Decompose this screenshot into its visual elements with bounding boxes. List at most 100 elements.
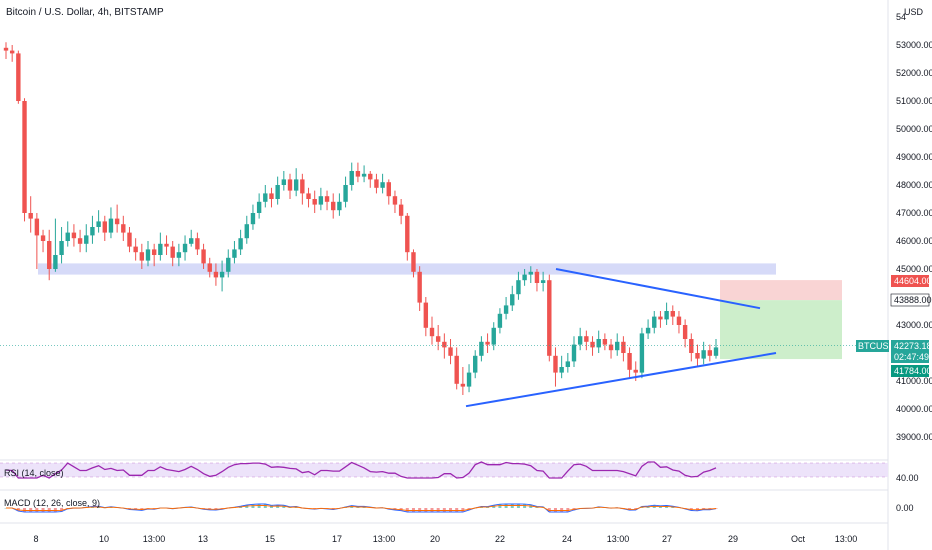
candle-body[interactable] <box>263 193 268 202</box>
candle-body[interactable] <box>435 336 441 342</box>
candle-body[interactable] <box>460 383 466 387</box>
candle-body[interactable] <box>553 355 558 373</box>
candle-body[interactable] <box>380 182 385 188</box>
candle-body[interactable] <box>596 339 601 348</box>
candle-body[interactable] <box>547 280 552 356</box>
candle-body[interactable] <box>293 179 299 191</box>
candle-body[interactable] <box>355 171 361 177</box>
take-profit-zone[interactable] <box>720 300 842 360</box>
candle-body[interactable] <box>226 257 231 272</box>
candle-body[interactable] <box>522 274 527 281</box>
candle-body[interactable] <box>90 227 95 236</box>
candle-body[interactable] <box>398 204 404 216</box>
candle-body[interactable] <box>645 327 651 334</box>
candle-body[interactable] <box>158 243 163 255</box>
trendline-lower[interactable] <box>465 352 777 408</box>
candle-body[interactable] <box>256 201 262 213</box>
candle-body[interactable] <box>244 224 249 239</box>
candle-body[interactable] <box>9 50 15 54</box>
candle-body[interactable] <box>652 316 657 328</box>
rsi-line[interactable] <box>5 461 717 479</box>
candle-body[interactable] <box>627 353 632 370</box>
candle-body[interactable] <box>361 173 367 177</box>
candle-body[interactable] <box>65 232 70 241</box>
candle-body[interactable] <box>40 235 46 241</box>
candle-body[interactable] <box>528 271 533 275</box>
candle-body[interactable] <box>540 280 546 283</box>
candle-body[interactable] <box>331 201 336 211</box>
candle-body[interactable] <box>497 313 503 328</box>
candle-body[interactable] <box>534 271 540 283</box>
candle-body[interactable] <box>695 353 700 359</box>
candle-body[interactable] <box>615 341 620 351</box>
candle-body[interactable] <box>374 179 379 188</box>
candle-body[interactable] <box>96 221 101 227</box>
candle-body[interactable] <box>139 252 145 261</box>
candle-body[interactable] <box>670 311 675 317</box>
candle-body[interactable] <box>516 280 521 295</box>
candle-body[interactable] <box>207 263 212 272</box>
candle-body[interactable] <box>108 218 114 233</box>
candle-body[interactable] <box>195 238 200 250</box>
candle-body[interactable] <box>232 249 237 258</box>
candle-body[interactable] <box>337 201 342 211</box>
candle-body[interactable] <box>133 246 138 253</box>
candle-body[interactable] <box>3 47 9 51</box>
candle-body[interactable] <box>269 193 274 199</box>
candle-body[interactable] <box>411 252 416 272</box>
candle-body[interactable] <box>584 336 589 342</box>
candle-body[interactable] <box>343 185 348 202</box>
candle-body[interactable] <box>84 235 89 244</box>
candle-body[interactable] <box>300 179 305 194</box>
candle-body[interactable] <box>448 347 453 356</box>
candle-body[interactable] <box>287 179 293 191</box>
candle-body[interactable] <box>59 241 64 255</box>
candle-body[interactable] <box>621 341 626 353</box>
candle-body[interactable] <box>71 232 77 239</box>
candle-body[interactable] <box>238 238 243 250</box>
candle-body[interactable] <box>145 249 151 261</box>
candle-body[interactable] <box>608 344 614 351</box>
main-pane[interactable] <box>0 0 888 460</box>
candle-body[interactable] <box>213 271 219 278</box>
candle-body[interactable] <box>485 341 490 345</box>
candle-body[interactable] <box>102 221 107 233</box>
candle-body[interactable] <box>312 199 317 205</box>
candle-body[interactable] <box>53 255 58 269</box>
candle-body[interactable] <box>392 196 398 205</box>
candle-body[interactable] <box>281 179 287 185</box>
candle-body[interactable] <box>571 344 577 362</box>
stop-loss-zone[interactable] <box>720 280 842 301</box>
candle-body[interactable] <box>701 350 706 359</box>
candle-body[interactable] <box>170 246 175 258</box>
candle-body[interactable] <box>114 218 120 225</box>
candle-body[interactable] <box>34 218 40 236</box>
candle-body[interactable] <box>164 243 169 247</box>
candle-body[interactable] <box>16 53 21 101</box>
candle-body[interactable] <box>664 311 669 320</box>
candle-body[interactable] <box>466 372 472 387</box>
candle-body[interactable] <box>275 185 280 199</box>
candle-body[interactable] <box>77 238 83 244</box>
candle-body[interactable] <box>491 327 496 345</box>
candle-body[interactable] <box>127 232 132 247</box>
candle-body[interactable] <box>47 241 52 269</box>
candle-body[interactable] <box>368 173 373 180</box>
candle-body[interactable] <box>454 355 459 384</box>
candle-body[interactable] <box>577 336 583 345</box>
candle-body[interactable] <box>559 367 564 373</box>
candle-body[interactable] <box>602 339 608 345</box>
candle-body[interactable] <box>189 238 194 244</box>
candle-body[interactable] <box>658 316 663 320</box>
candle-body[interactable] <box>503 305 509 314</box>
candle-body[interactable] <box>565 361 571 367</box>
candle-body[interactable] <box>201 249 206 264</box>
candle-body[interactable] <box>405 215 410 253</box>
candle-body[interactable] <box>386 182 391 197</box>
candle-body[interactable] <box>590 341 595 348</box>
candle-body[interactable] <box>250 213 256 225</box>
candle-body[interactable] <box>22 101 27 213</box>
candle-body[interactable] <box>479 341 484 356</box>
candle-body[interactable] <box>689 339 694 353</box>
